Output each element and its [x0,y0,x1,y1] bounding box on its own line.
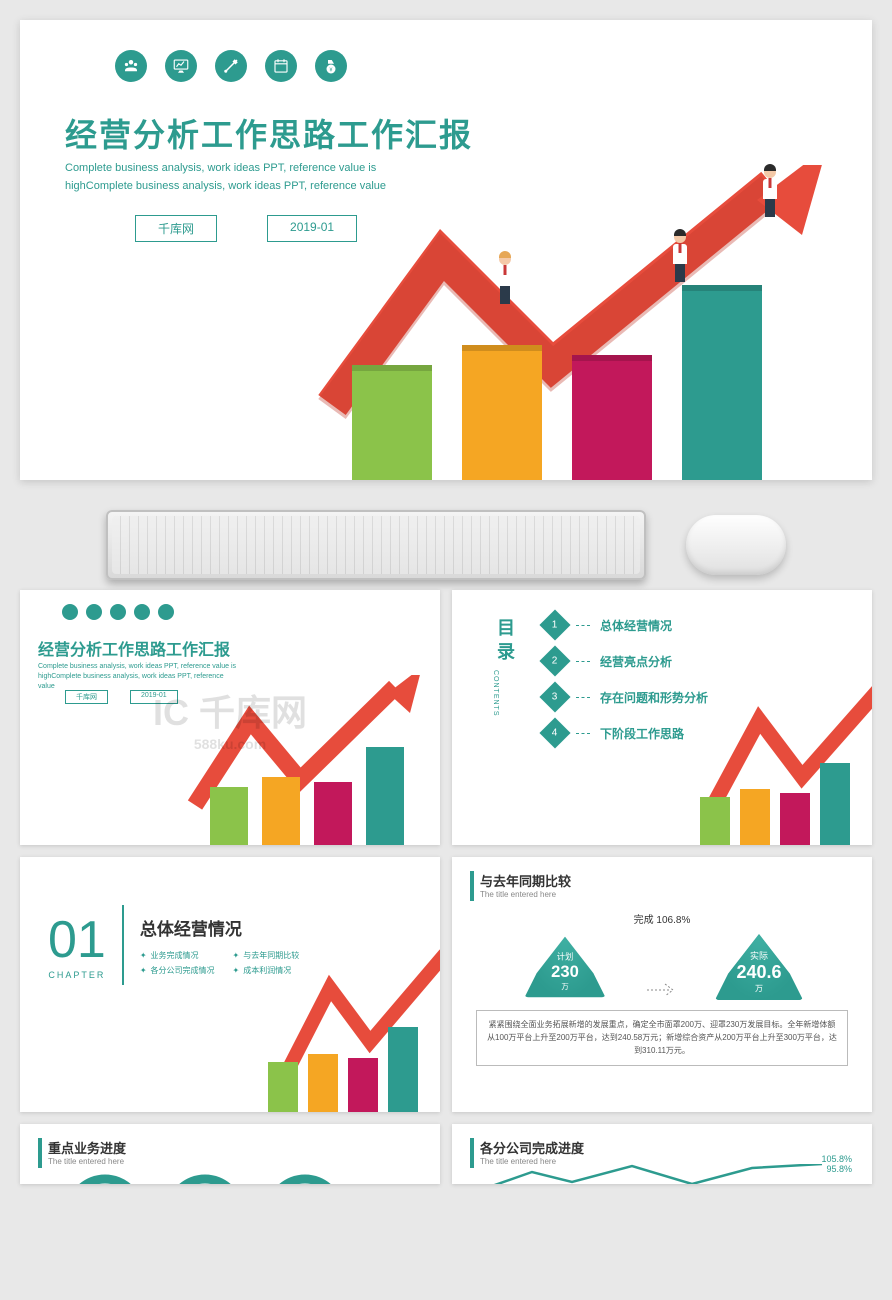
slide6-title: 各分公司完成进度 [480,1138,584,1157]
compare-title: 与去年同期比较 [480,871,571,890]
person-2 [662,231,698,285]
thumb-chapter-slide[interactable]: 01 CHAPTER 总体经营情况 业务完成情况 与去年同期比较 各分公司完成情… [20,857,440,1112]
mouse-icon [686,515,786,575]
chapter-bullet-3: 各分公司完成情况 [140,965,215,976]
thumb-toc-slide[interactable]: 目录 CONTENTS 1总体经营情况 2经营亮点分析 3存在问题和形势分析 4… [452,590,872,845]
slide6-pct1: 105.8% [821,1154,852,1164]
calendar-icon [265,50,297,82]
bar-1 [352,365,432,480]
trend-line-icon [492,1164,832,1184]
thumb1-title: 经营分析工作思路工作汇报 [38,636,230,660]
hero-chart [272,185,852,480]
person-3 [752,166,788,220]
people-icon [115,50,147,82]
plan-mountain: 计划 230 万 [521,934,609,1000]
chapter-title: 总体经营情况 [140,915,307,940]
actual-mountain: 实际 240.6 万 [715,934,803,1000]
hero-title: 经营分析工作思路工作汇报 [65,110,473,156]
toc-heading: 目录 [492,618,518,666]
bar-3 [572,355,652,480]
money-icon: ¥ [315,50,347,82]
thumb1-badge1: 千库网 [65,690,108,704]
slide5-title: 重点业务进度 [48,1138,126,1157]
toc-item-2: 2经营亮点分析 [544,650,708,672]
icon-row: ¥ [115,50,347,82]
thumb-branch-slide[interactable]: 各分公司完成进度 The title entered here 105.8% 9… [452,1124,872,1184]
svg-text:¥: ¥ [330,67,333,73]
chapter-num: 01 [48,910,106,970]
tools-icon [215,50,247,82]
thumb-compare-slide[interactable]: 与去年同期比较 The title entered here 完成 106.8%… [452,857,872,1112]
chart-icon [165,50,197,82]
keyboard-icon [106,510,646,580]
arrow-right-icon [645,980,679,1000]
chapter-bullet-1: 业务完成情况 [140,950,215,961]
bar-2 [462,345,542,480]
desk-mockup [0,500,892,590]
bar-4 [682,285,762,480]
gauge-icons [60,1164,360,1184]
chapter-label: CHAPTER [48,970,106,980]
toc-heading-en: CONTENTS [492,670,499,717]
complete-pct: 106.8% [656,915,690,926]
person-1 [487,253,523,307]
compare-sub: The title entered here [480,890,571,899]
hero-bars [352,285,762,480]
badge-site: 千库网 [135,215,217,242]
thumbnail-grid: 经营分析工作思路工作汇报 Complete business analysis,… [0,590,892,1204]
thumb-title-slide[interactable]: 经营分析工作思路工作汇报 Complete business analysis,… [20,590,440,845]
compare-note: 紧紧围绕全面业务拓展新增的发展重点，确定全市面罩200万、迎罩230万发展目标。… [476,1010,848,1066]
toc-item-1: 1总体经营情况 [544,614,708,636]
complete-text: 完成 [634,915,654,926]
thumb-progress-slide[interactable]: 重点业务进度 The title entered here [20,1124,440,1184]
hero-slide: ¥ 经营分析工作思路工作汇报 Complete business analysi… [20,20,872,480]
